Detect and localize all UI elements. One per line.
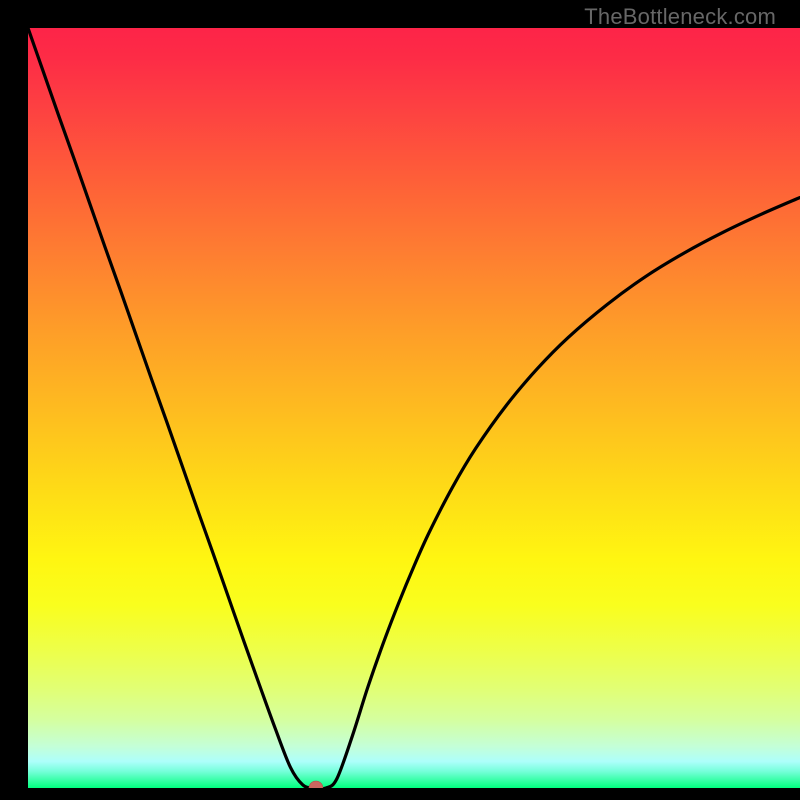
- watermark-text: TheBottleneck.com: [584, 4, 776, 30]
- chart-svg: [28, 28, 800, 788]
- chart-background: [28, 28, 800, 788]
- chart-plot-area: [28, 28, 800, 788]
